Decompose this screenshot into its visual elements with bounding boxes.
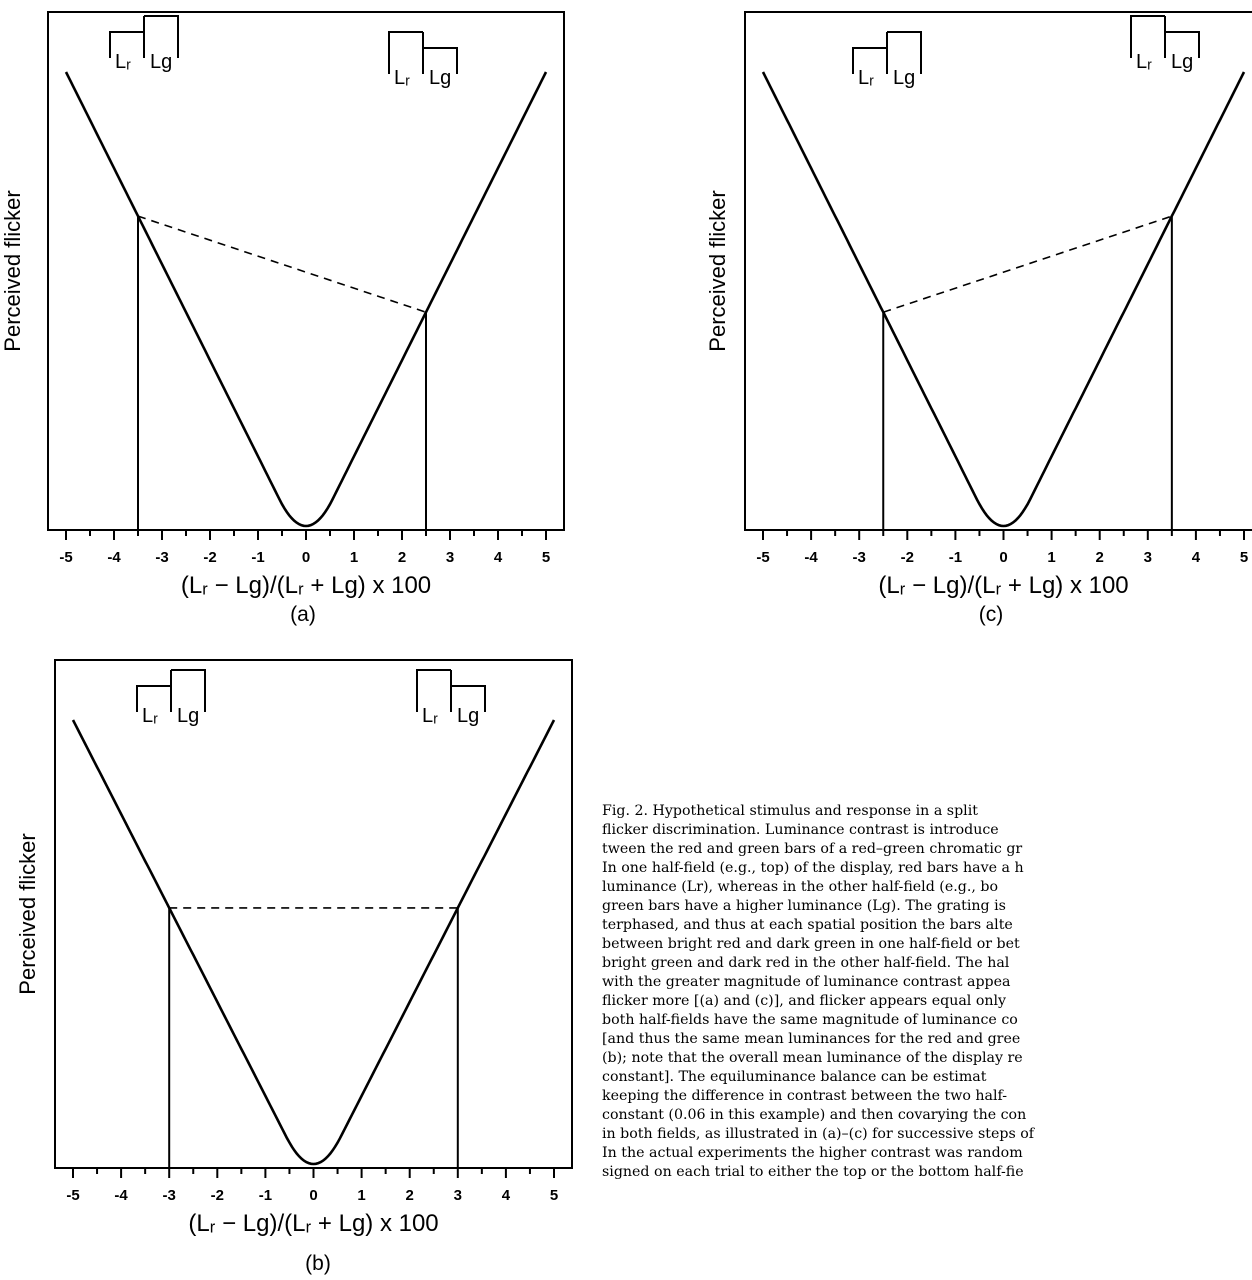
- x-tick-label: -1: [251, 549, 264, 566]
- icon-label-g: Lg: [429, 67, 451, 89]
- stimulus-icon-1: [136, 669, 206, 712]
- panel-label-b: (b): [305, 1252, 331, 1275]
- caption-line: signed on each trial to either the top o…: [602, 1164, 1024, 1180]
- plot-frame: [744, 11, 1252, 531]
- icon-label-r: Lᵣ: [142, 705, 158, 727]
- x-tick-label: 3: [454, 1187, 462, 1204]
- caption-line: In one half-field (e.g., top) of the dis…: [602, 860, 1024, 876]
- figure-caption: Fig. 2. Hypothetical stimulus and respon…: [602, 802, 1252, 1182]
- x-tick-label: 4: [494, 549, 503, 566]
- x-tick-label: 5: [550, 1187, 558, 1204]
- stimulus-icon-1: [109, 15, 179, 58]
- chart-a: -5 -4 -3 -2 -1 0 1 2 3 4 5 (Lᵣ − Lg)/(Lᵣ + Lg) x 10…: [0, 11, 565, 599]
- x-tick-label: 1: [357, 1187, 365, 1204]
- x-tick-label: -2: [211, 1187, 224, 1204]
- x-tick-label: 2: [398, 549, 406, 566]
- x-tick-label: 5: [1240, 549, 1248, 566]
- x-tick-label: -4: [804, 549, 818, 566]
- x-tick-label: -3: [155, 549, 168, 566]
- caption-line: (b); note that the overall mean luminanc…: [602, 1050, 1023, 1066]
- stimulus-icon-2: [388, 31, 458, 74]
- caption-line: terphased, and thus at each spatial posi…: [602, 917, 1013, 933]
- icon-label-g: Lg: [177, 705, 199, 727]
- stimulus-icon-2: [1130, 15, 1200, 58]
- caption-line: flicker discrimination. Luminance contra…: [602, 822, 999, 838]
- icon-label-g: Lg: [150, 51, 172, 73]
- x-tick-label: -1: [949, 549, 962, 566]
- icon-label-g: Lg: [457, 705, 479, 727]
- caption-line: In the actual experiments the higher con…: [602, 1145, 1023, 1161]
- icon-label-r: Lᵣ: [422, 705, 438, 727]
- x-tick-label: -5: [66, 1187, 79, 1204]
- x-tick-label: 2: [1096, 549, 1104, 566]
- chart-c: -5 -4 -3 -2 -1 0 1 2 3 4 5 (Lᵣ − Lg)/(Lᵣ + Lg) x 10…: [705, 11, 1252, 599]
- x-tick-label: 1: [350, 549, 358, 566]
- caption-line: keeping the difference in contrast betwe…: [602, 1088, 1008, 1104]
- y-axis-label: Perceived flicker: [705, 190, 730, 351]
- flicker-curve: [71, 719, 556, 1166]
- icon-label-r: Lᵣ: [394, 67, 410, 89]
- caption-line: constant (0.06 in this example) and then…: [602, 1107, 1027, 1123]
- x-tick-label: 2: [406, 1187, 414, 1204]
- x-tick-label: 4: [502, 1187, 511, 1204]
- caption-line: luminance (Lr), whereas in the other hal…: [602, 879, 998, 895]
- icon-label-g: Lg: [1171, 51, 1193, 73]
- panel-label-c: (c): [978, 603, 1004, 626]
- x-tick-label: 5: [542, 549, 550, 566]
- stimulus-icon-2: [416, 669, 486, 712]
- x-axis-label: (Lᵣ − Lg)/(Lᵣ + Lg) x 100: [878, 572, 1128, 599]
- caption-line: [and thus the same mean luminances for t…: [602, 1031, 1021, 1047]
- x-tick-label: 3: [446, 549, 454, 566]
- x-tick-label: 0: [302, 549, 310, 566]
- plot-frame: [54, 659, 573, 1169]
- panel-b: -5 -4 -3 -2 -1 0 1 2 3 4 5 (Lᵣ − Lg)/(Lᵣ + Lg) x 10…: [0, 650, 600, 1280]
- x-axis-label: (Lᵣ − Lg)/(Lᵣ + Lg) x 100: [188, 1210, 438, 1237]
- x-tick-label: 1: [1047, 549, 1055, 566]
- x-tick-label: 3: [1144, 549, 1152, 566]
- caption-line: both half-fields have the same magnitude…: [602, 1012, 1018, 1028]
- panel-c: -5 -4 -3 -2 -1 0 1 2 3 4 5 (Lᵣ − Lg)/(Lᵣ + Lg) x 10…: [690, 0, 1252, 640]
- y-axis-label: Perceived flicker: [0, 190, 25, 351]
- x-tick-label: 0: [309, 1187, 317, 1204]
- dashed-connector: [882, 215, 1173, 313]
- x-tick-label: -4: [114, 1187, 128, 1204]
- caption-line: flicker more [(a) and (c)], and flicker …: [602, 993, 1007, 1009]
- flicker-curve: [761, 71, 1246, 528]
- x-tick-label: -5: [59, 549, 72, 566]
- x-axis-label: (Lᵣ − Lg)/(Lᵣ + Lg) x 100: [181, 572, 431, 599]
- caption-line: tween the red and green bars of a red–gr…: [602, 841, 1023, 857]
- y-axis-label: Perceived flicker: [15, 833, 40, 994]
- x-tick-label: -4: [107, 549, 121, 566]
- panel-label-a: (a): [290, 603, 316, 626]
- dashed-connector: [137, 215, 427, 313]
- caption-line: Fig. 2. Hypothetical stimulus and respon…: [602, 803, 978, 819]
- x-tick-label: -2: [203, 549, 216, 566]
- chart-b: -5 -4 -3 -2 -1 0 1 2 3 4 5 (Lᵣ − Lg)/(Lᵣ + Lg) x 10…: [15, 659, 573, 1237]
- flicker-curve: [64, 71, 548, 528]
- x-tick-label: -5: [756, 549, 769, 566]
- caption-line: green bars have a higher luminance (Lg).…: [602, 898, 1006, 914]
- caption-line: between bright red and dark green in one…: [602, 936, 1020, 952]
- x-tick-label: -1: [259, 1187, 272, 1204]
- stimulus-icon-1: [852, 31, 922, 74]
- icon-label-r: Lᵣ: [858, 67, 874, 89]
- x-tick-label: -3: [163, 1187, 176, 1204]
- x-tick-label: -2: [901, 549, 914, 566]
- x-tick-label: -3: [853, 549, 866, 566]
- plot-frame: [47, 11, 565, 531]
- x-tick-label: 0: [999, 549, 1007, 566]
- panel-a: -5 -4 -3 -2 -1 0 1 2 3 4 5 (Lᵣ − Lg)/(Lᵣ + Lg) x 10…: [0, 0, 600, 640]
- x-tick-label: 4: [1192, 549, 1201, 566]
- icon-label-g: Lg: [893, 67, 915, 89]
- icon-label-r: Lᵣ: [115, 51, 131, 73]
- caption-line: bright green and dark red in the other h…: [602, 955, 1010, 971]
- icon-label-r: Lᵣ: [1136, 51, 1152, 73]
- caption-line: with the greater magnitude of luminance …: [602, 974, 1011, 990]
- caption-line: constant]. The equiluminance balance can…: [602, 1069, 987, 1085]
- caption-line: in both fields, as illustrated in (a)–(c…: [602, 1126, 1035, 1142]
